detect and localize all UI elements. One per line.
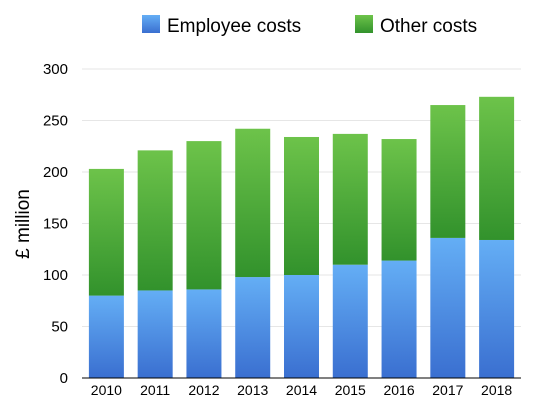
x-tick-label-2014: 2014 — [286, 382, 317, 398]
y-tick-label-50: 50 — [51, 319, 68, 336]
legend-label-employee-costs: Employee costs — [167, 16, 301, 37]
x-tick-label-2016: 2016 — [383, 382, 414, 398]
bar-other-costs-2016 — [381, 139, 417, 261]
bar-employee-costs-2017 — [430, 237, 466, 378]
x-tick-label-2012: 2012 — [188, 382, 219, 398]
x-tick-label-2011: 2011 — [140, 382, 170, 398]
legend-swatch-other-costs — [355, 15, 373, 33]
bar-other-costs-2011 — [137, 150, 173, 291]
bar-employee-costs-2015 — [332, 264, 368, 378]
y-axis-ticks: 0 50 100 150 200 250 300 — [43, 61, 68, 387]
y-tick-label-250: 250 — [43, 113, 68, 130]
bar-employee-costs-2013 — [235, 277, 271, 378]
bar-other-costs-2014 — [284, 136, 319, 275]
bars — [88, 96, 515, 378]
x-axis-ticks: 2010 2011 2012 2013 2014 2015 2016 2017 2018 — [91, 382, 513, 398]
x-tick-label-2017: 2017 — [432, 382, 463, 398]
x-tick-label-2015: 2015 — [335, 382, 366, 398]
y-tick-label-300: 300 — [43, 61, 68, 78]
bar-employee-costs-2010 — [88, 295, 124, 378]
bar-employee-costs-2012 — [186, 289, 222, 378]
bar-other-costs-2015 — [332, 133, 368, 265]
y-tick-label-100: 100 — [43, 267, 68, 284]
legend-swatch-employee-costs — [142, 15, 160, 33]
legend: Employee costs Other costs — [142, 15, 477, 37]
bar-other-costs-2012 — [186, 141, 222, 290]
bar-employee-costs-2018 — [479, 239, 515, 378]
legend-label-other-costs: Other costs — [380, 16, 477, 37]
x-tick-label-2018: 2018 — [481, 382, 512, 398]
bar-employee-costs-2011 — [137, 290, 173, 378]
bar-other-costs-2010 — [88, 168, 124, 296]
x-tick-label-2010: 2010 — [91, 382, 122, 398]
y-tick-label-0: 0 — [60, 370, 68, 387]
x-tick-label-2013: 2013 — [237, 382, 268, 398]
bar-employee-costs-2014 — [284, 275, 319, 378]
bar-other-costs-2017 — [430, 105, 466, 238]
bar-other-costs-2018 — [479, 96, 515, 240]
bar-other-costs-2013 — [235, 128, 271, 278]
y-tick-label-150: 150 — [43, 216, 68, 233]
y-tick-label-200: 200 — [43, 164, 68, 181]
bar-employee-costs-2016 — [381, 260, 417, 378]
y-axis-title: £ million — [13, 189, 34, 259]
